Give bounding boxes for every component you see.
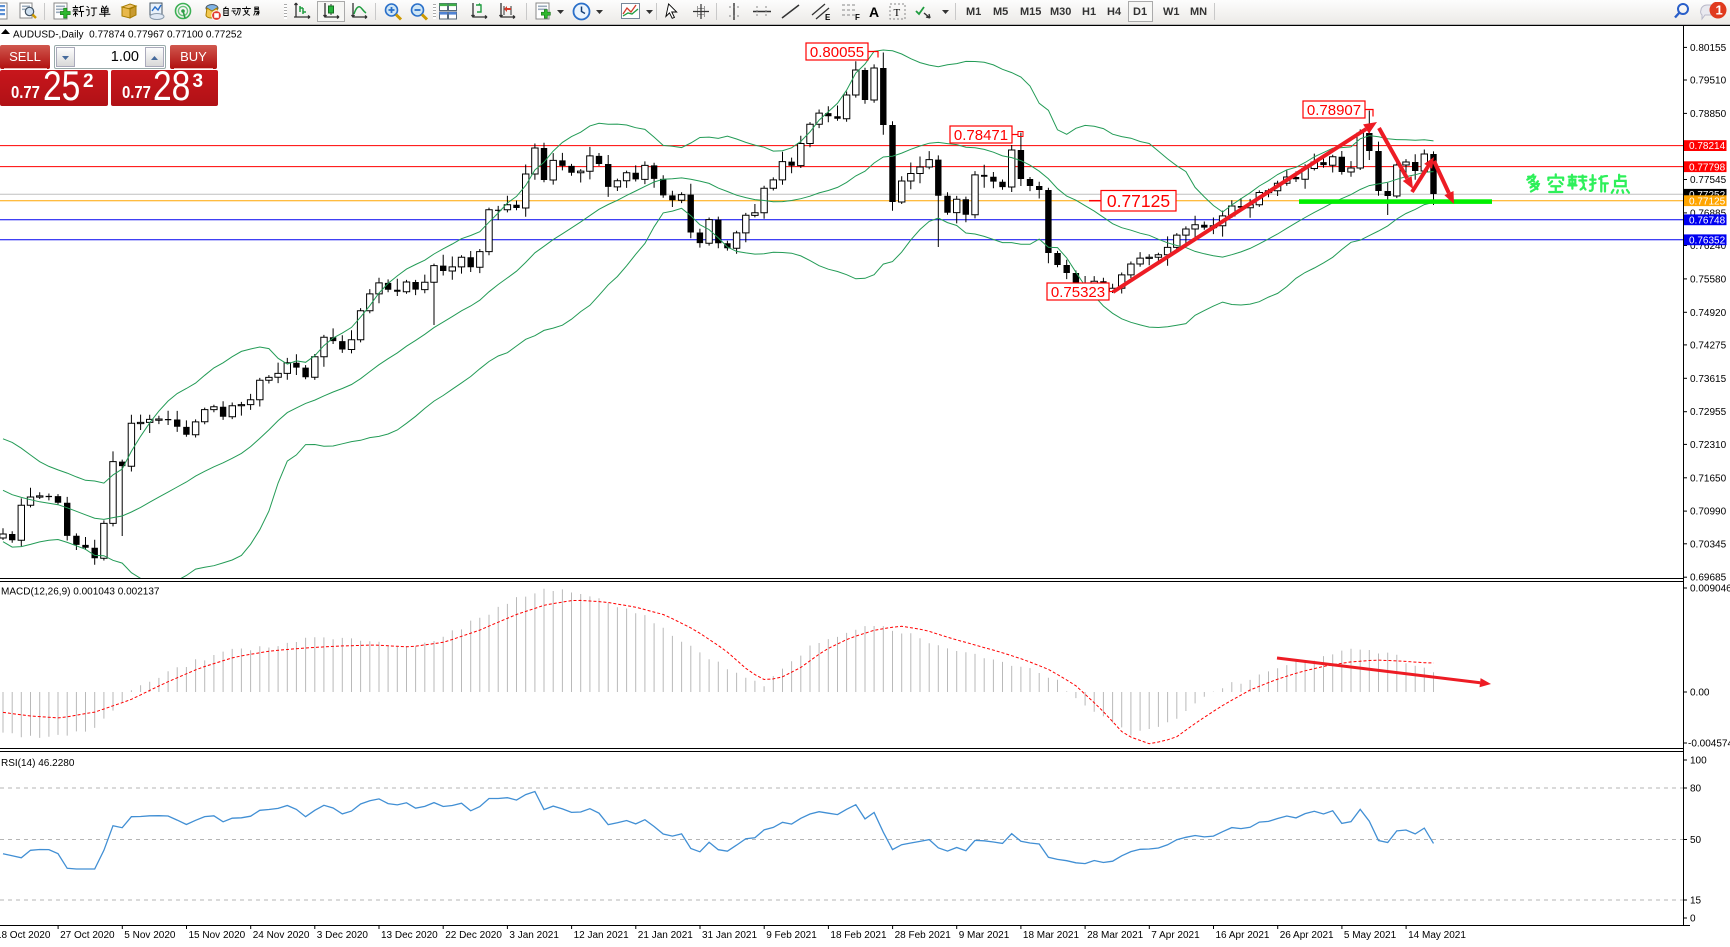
svg-text:0.75323: 0.75323: [1051, 284, 1105, 301]
svg-text:18 Feb 2021: 18 Feb 2021: [830, 930, 887, 941]
svg-text:0.70990: 0.70990: [1690, 507, 1727, 518]
svg-text:5 May 2021: 5 May 2021: [1344, 930, 1397, 941]
svg-text:28 Feb 2021: 28 Feb 2021: [895, 930, 952, 941]
svg-text:RSI(14) 46.2280: RSI(14) 46.2280: [1, 758, 75, 769]
svg-text:0.76748: 0.76748: [1689, 215, 1726, 226]
svg-text:13 Dec 2020: 13 Dec 2020: [381, 930, 438, 941]
svg-text:0.77545: 0.77545: [1690, 175, 1727, 186]
svg-text:0.77798: 0.77798: [1689, 162, 1726, 173]
svg-text:18 Oct 2020: 18 Oct 2020: [0, 930, 51, 941]
svg-text:80: 80: [1690, 784, 1702, 795]
svg-text:0.74920: 0.74920: [1690, 308, 1727, 319]
svg-text:0.69685: 0.69685: [1690, 573, 1727, 584]
svg-text:9 Mar 2021: 9 Mar 2021: [959, 930, 1010, 941]
svg-text:21 Jan 2021: 21 Jan 2021: [638, 930, 693, 941]
svg-text:0.72310: 0.72310: [1690, 440, 1727, 451]
svg-text:0.80155: 0.80155: [1690, 43, 1727, 54]
svg-text:MACD(12,26,9) 0.001043 0.00213: MACD(12,26,9) 0.001043 0.002137: [1, 587, 160, 598]
svg-text:7 Apr 2021: 7 Apr 2021: [1151, 930, 1200, 941]
svg-text:27 Oct 2020: 27 Oct 2020: [60, 930, 115, 941]
svg-text:-0.004574: -0.004574: [1688, 739, 1730, 750]
svg-text:0.76352: 0.76352: [1689, 235, 1726, 246]
svg-text:31 Jan 2021: 31 Jan 2021: [702, 930, 757, 941]
svg-text:26 Apr 2021: 26 Apr 2021: [1280, 930, 1334, 941]
svg-text:0.77125: 0.77125: [1689, 196, 1726, 207]
svg-text:0.79510: 0.79510: [1690, 76, 1727, 87]
svg-text:0.00: 0.00: [1690, 688, 1710, 699]
svg-text:0.78214: 0.78214: [1689, 141, 1726, 152]
svg-text:T: T: [894, 7, 901, 19]
svg-text:18 Mar 2021: 18 Mar 2021: [1023, 930, 1080, 941]
svg-text:0.74275: 0.74275: [1690, 340, 1727, 351]
svg-text:0.76885: 0.76885: [1690, 208, 1727, 219]
svg-text:24 Nov 2020: 24 Nov 2020: [253, 930, 310, 941]
svg-text:0.78907: 0.78907: [1307, 102, 1361, 119]
svg-text:0.80055: 0.80055: [810, 44, 864, 61]
svg-text:E: E: [825, 13, 831, 21]
svg-text:1: 1: [1716, 3, 1723, 18]
svg-text:28 Mar 2021: 28 Mar 2021: [1087, 930, 1144, 941]
svg-text:3 Jan 2021: 3 Jan 2021: [509, 930, 559, 941]
svg-text:0.71650: 0.71650: [1690, 473, 1727, 484]
svg-text:0: 0: [1690, 914, 1696, 925]
svg-text:0.78471: 0.78471: [954, 127, 1008, 144]
svg-text:15 Nov 2020: 15 Nov 2020: [189, 930, 246, 941]
svg-text:22 Dec 2020: 22 Dec 2020: [445, 930, 502, 941]
svg-text:9 Feb 2021: 9 Feb 2021: [766, 930, 817, 941]
svg-text:14 May 2021: 14 May 2021: [1408, 930, 1466, 941]
svg-text:AUDUSD-,Daily 0.77874 0.77967: AUDUSD-,Daily 0.77874 0.77967 0.77100 0.…: [13, 30, 242, 41]
svg-text:50: 50: [1690, 835, 1702, 846]
svg-text:0.76240: 0.76240: [1690, 241, 1727, 252]
svg-text:0.73615: 0.73615: [1690, 374, 1727, 385]
svg-text:16 Apr 2021: 16 Apr 2021: [1216, 930, 1270, 941]
svg-text:F: F: [855, 13, 860, 21]
svg-text:0.75580: 0.75580: [1690, 274, 1727, 285]
svg-text:0.009046: 0.009046: [1690, 584, 1730, 595]
svg-text:5 Nov 2020: 5 Nov 2020: [124, 930, 176, 941]
svg-text:12 Jan 2021: 12 Jan 2021: [574, 930, 629, 941]
svg-text:0.78850: 0.78850: [1690, 109, 1727, 120]
svg-text:0.72955: 0.72955: [1690, 407, 1727, 418]
svg-text:15: 15: [1690, 896, 1702, 907]
svg-text:3 Dec 2020: 3 Dec 2020: [317, 930, 369, 941]
svg-text:0.70345: 0.70345: [1690, 539, 1727, 550]
svg-text:100: 100: [1690, 756, 1707, 767]
svg-text:0.77125: 0.77125: [1107, 191, 1170, 211]
